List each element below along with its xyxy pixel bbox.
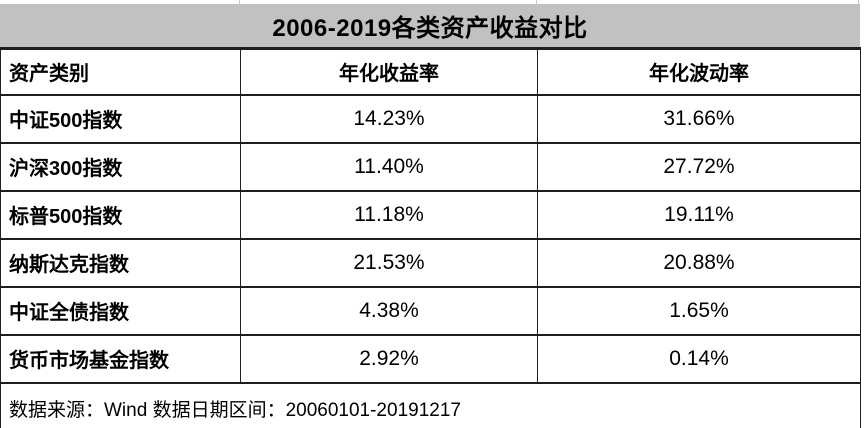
annual-volatility-cell: 31.66% xyxy=(537,93,861,144)
table-title-bar: 2006-2019各类资产收益对比 xyxy=(0,4,860,47)
annual-return-cell: 11.18% xyxy=(240,189,538,240)
asset-name-cell: 沪深300指数 xyxy=(0,141,241,192)
asset-name-cell: 中证500指数 xyxy=(0,93,241,144)
table-footer: 数据来源：Wind 数据日期区间：20060101-20191217 xyxy=(0,381,861,428)
table-row: 纳斯达克指数 21.53% 20.88% xyxy=(0,237,861,288)
footer-row: 数据来源：Wind 数据日期区间：20060101-20191217 xyxy=(0,381,861,428)
annual-volatility-cell: 1.65% xyxy=(537,285,861,336)
cell-divider-mark xyxy=(536,0,537,4)
column-header-annual-return: 年化收益率 xyxy=(240,47,538,96)
asset-name-cell: 纳斯达克指数 xyxy=(0,237,241,288)
table-header: 资产类别 年化收益率 年化波动率 xyxy=(0,47,861,96)
column-header-annual-volatility: 年化波动率 xyxy=(537,47,861,96)
asset-name-cell: 货币市场基金指数 xyxy=(0,333,241,384)
spreadsheet-top-row-remnant xyxy=(0,0,860,4)
column-header-asset-class: 资产类别 xyxy=(0,47,241,96)
header-row: 资产类别 年化收益率 年化波动率 xyxy=(0,47,861,96)
table-row: 沪深300指数 11.40% 27.72% xyxy=(0,141,861,192)
asset-name-cell: 标普500指数 xyxy=(0,189,241,240)
table-row: 中证500指数 14.23% 31.66% xyxy=(0,93,861,144)
data-source-note: 数据来源：Wind 数据日期区间：20060101-20191217 xyxy=(0,381,861,428)
asset-returns-table: 资产类别 年化收益率 年化波动率 中证500指数 14.23% 31.66% 沪… xyxy=(0,47,861,428)
asset-name-cell: 中证全债指数 xyxy=(0,285,241,336)
annual-return-cell: 2.92% xyxy=(240,333,538,384)
annual-volatility-cell: 19.11% xyxy=(537,189,861,240)
annual-return-cell: 11.40% xyxy=(240,141,538,192)
annual-return-cell: 14.23% xyxy=(240,93,538,144)
table-row: 中证全债指数 4.38% 1.65% xyxy=(0,285,861,336)
annual-volatility-cell: 27.72% xyxy=(537,141,861,192)
annual-volatility-cell: 20.88% xyxy=(537,237,861,288)
table-row: 标普500指数 11.18% 19.11% xyxy=(0,189,861,240)
annual-volatility-cell: 0.14% xyxy=(537,333,861,384)
page-title: 2006-2019各类资产收益对比 xyxy=(272,15,588,42)
annual-return-cell: 21.53% xyxy=(240,237,538,288)
cell-divider-mark xyxy=(858,0,859,4)
table-row: 货币市场基金指数 2.92% 0.14% xyxy=(0,333,861,384)
cell-divider-mark xyxy=(239,0,240,4)
table-body: 中证500指数 14.23% 31.66% 沪深300指数 11.40% 27.… xyxy=(0,93,861,384)
annual-return-cell: 4.38% xyxy=(240,285,538,336)
